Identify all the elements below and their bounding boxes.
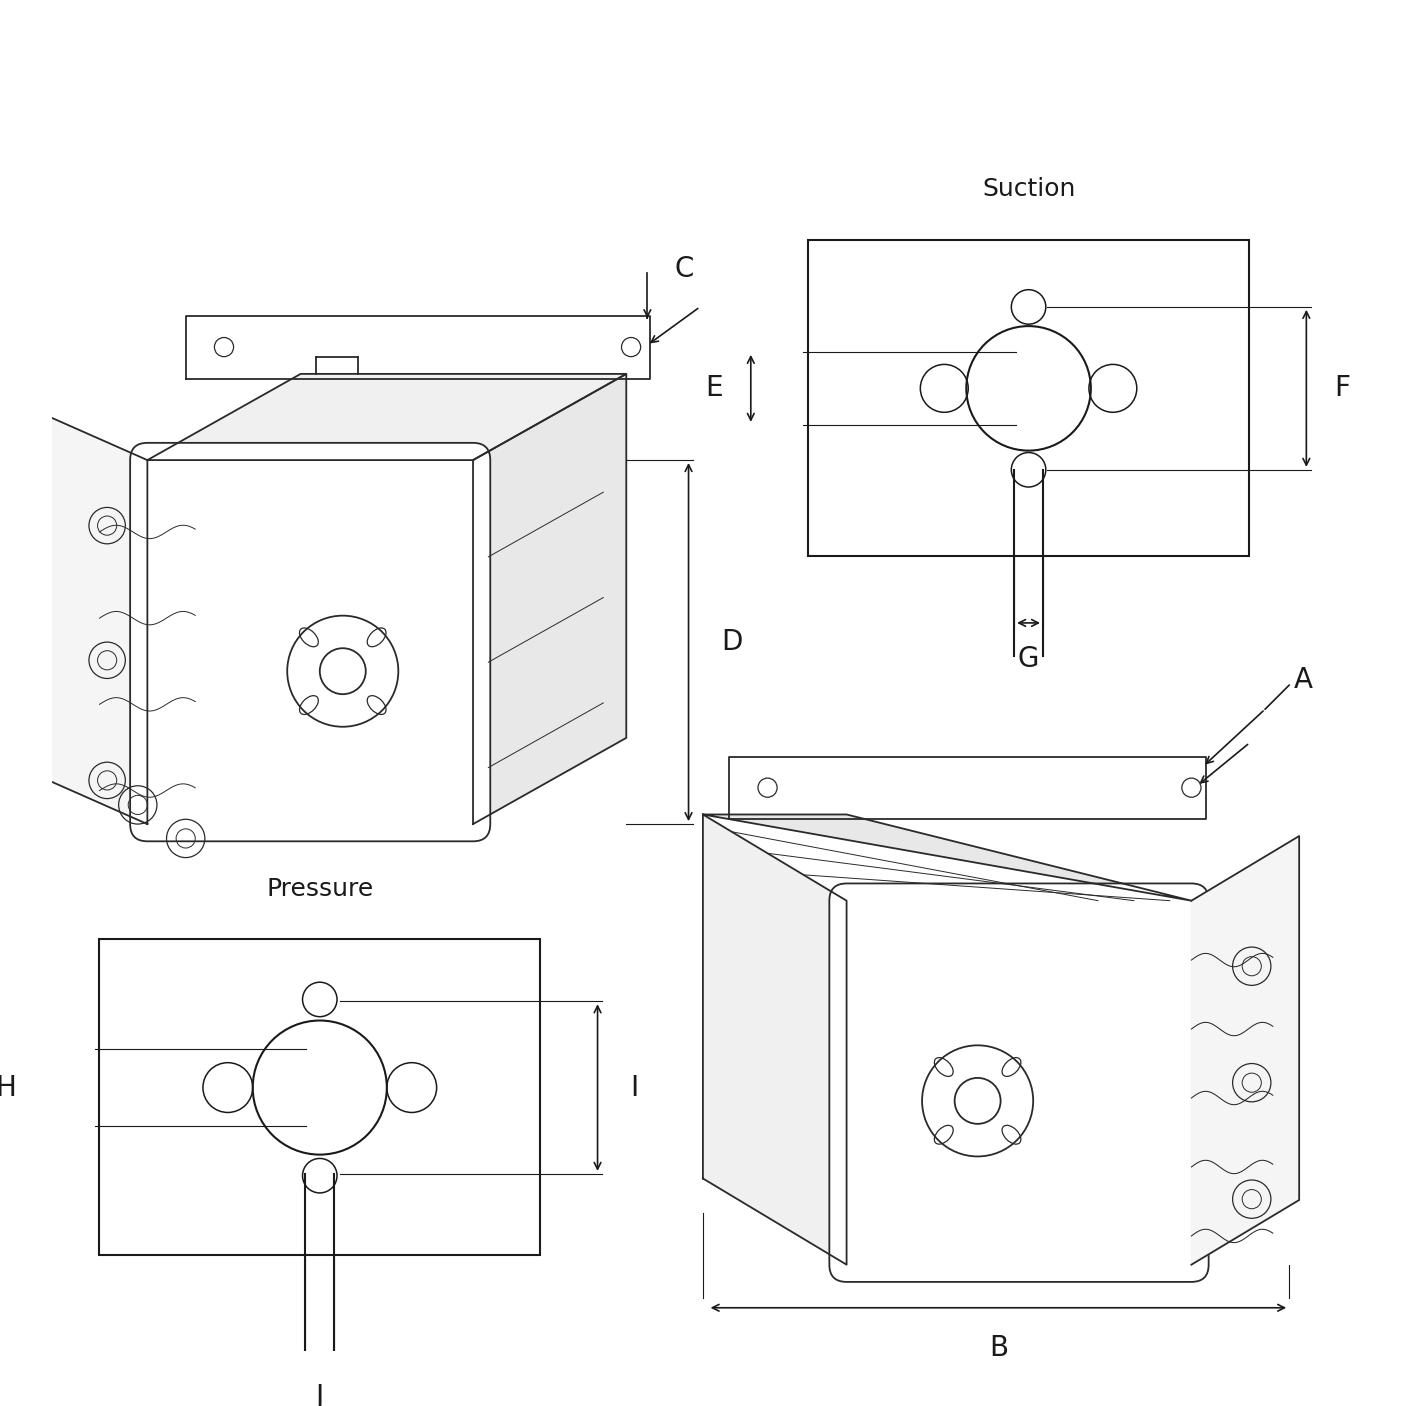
Text: E: E <box>706 374 723 402</box>
Polygon shape <box>472 374 626 824</box>
Text: B: B <box>988 1334 1008 1362</box>
Bar <box>100 939 540 1256</box>
FancyBboxPatch shape <box>131 443 491 841</box>
Text: Suction: Suction <box>981 177 1076 201</box>
Polygon shape <box>148 374 626 460</box>
Text: J: J <box>316 1384 323 1406</box>
FancyBboxPatch shape <box>830 883 1209 1282</box>
Polygon shape <box>41 413 148 824</box>
Text: Pressure: Pressure <box>266 877 374 901</box>
Text: F: F <box>1334 374 1351 402</box>
Text: A: A <box>1294 666 1313 695</box>
Text: I: I <box>630 1074 638 1101</box>
Text: H: H <box>0 1074 15 1101</box>
Text: G: G <box>1018 645 1039 673</box>
Text: C: C <box>673 254 693 283</box>
Text: D: D <box>721 628 742 657</box>
Polygon shape <box>703 814 1191 901</box>
Polygon shape <box>1191 837 1299 1264</box>
Bar <box>808 240 1249 555</box>
Polygon shape <box>703 814 846 1264</box>
